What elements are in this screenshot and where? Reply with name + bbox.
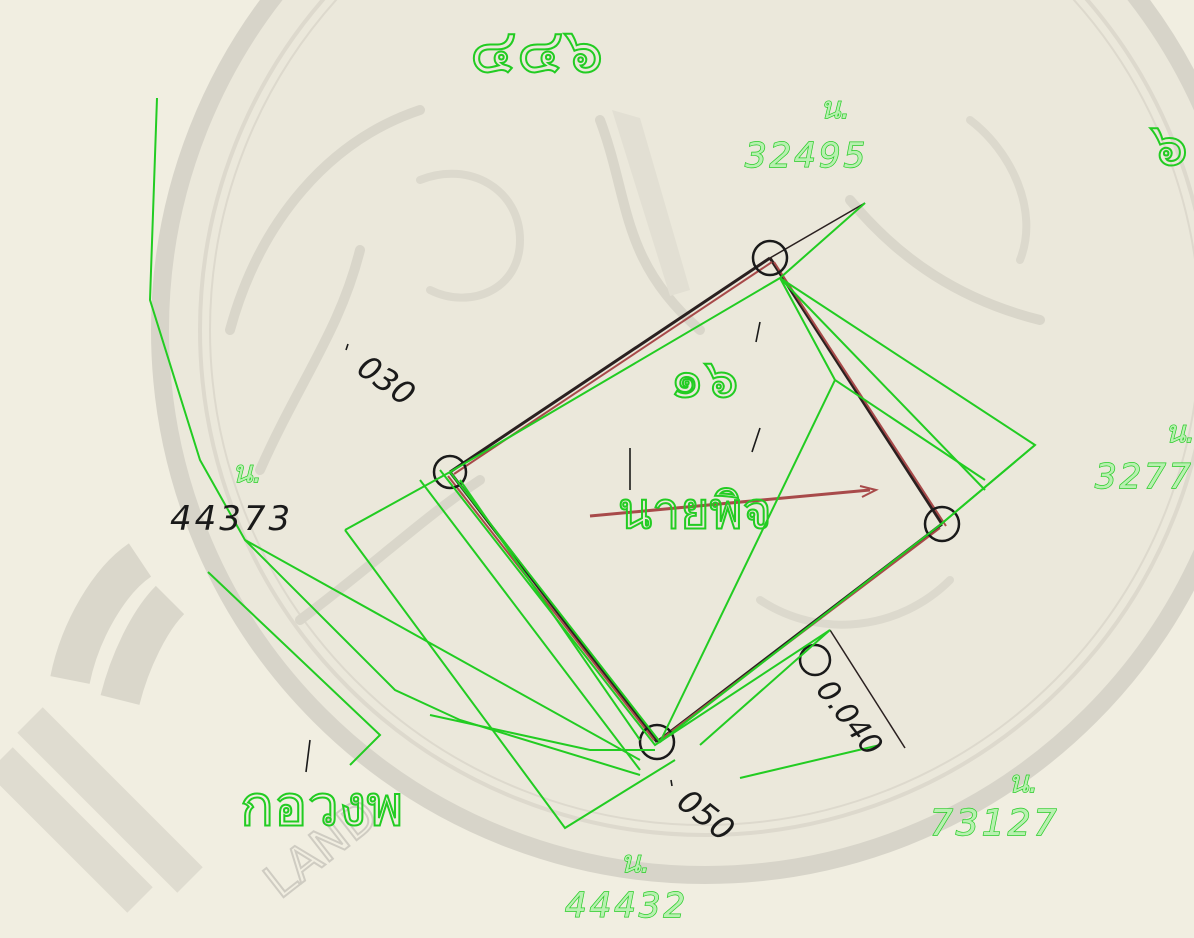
- page-number-top: ๔๔๖: [470, 14, 603, 87]
- neighbour-south-number: 44432: [565, 886, 688, 926]
- neighbour-west: น. 44373: [170, 454, 293, 539]
- neighbour-southeast-prefix: น.: [1008, 765, 1038, 800]
- marker-extra: [798, 643, 832, 677]
- neighbour-southeast-number: 73127: [930, 803, 1060, 844]
- neighbour-west-number: 44373: [170, 499, 293, 539]
- top-right-character: ๖: [1150, 110, 1188, 180]
- marker-west: [432, 454, 468, 490]
- neighbour-south-prefix: น.: [620, 845, 650, 880]
- detection-overlay: [148, 97, 1037, 830]
- neighbour-east-prefix: น.: [1165, 415, 1194, 450]
- watermark-seal: [0, 0, 1194, 913]
- marker-north: [751, 239, 789, 277]
- neighbour-north-prefix: น.: [820, 91, 850, 126]
- district-label: กอวงพ: [240, 774, 403, 839]
- parcel-number: ๑๖: [670, 347, 739, 410]
- neighbour-north-number: 32495: [745, 136, 868, 176]
- marker-south: [638, 723, 676, 761]
- ink-ticks: [305, 321, 761, 787]
- neighbour-south: น. 44432: [564, 844, 688, 926]
- boundary-markers: [432, 239, 961, 761]
- neighbour-southeast: น. 73127: [929, 764, 1060, 844]
- neighbour-west-prefix: น.: [232, 455, 262, 490]
- neighbour-east: น. 3277: [1094, 414, 1194, 497]
- parcel-name: นายพิจ: [618, 482, 772, 540]
- marker-east: [923, 505, 961, 543]
- neighbour-east-number: 3277: [1095, 457, 1194, 497]
- neighbour-north: น. 32495: [744, 90, 868, 176]
